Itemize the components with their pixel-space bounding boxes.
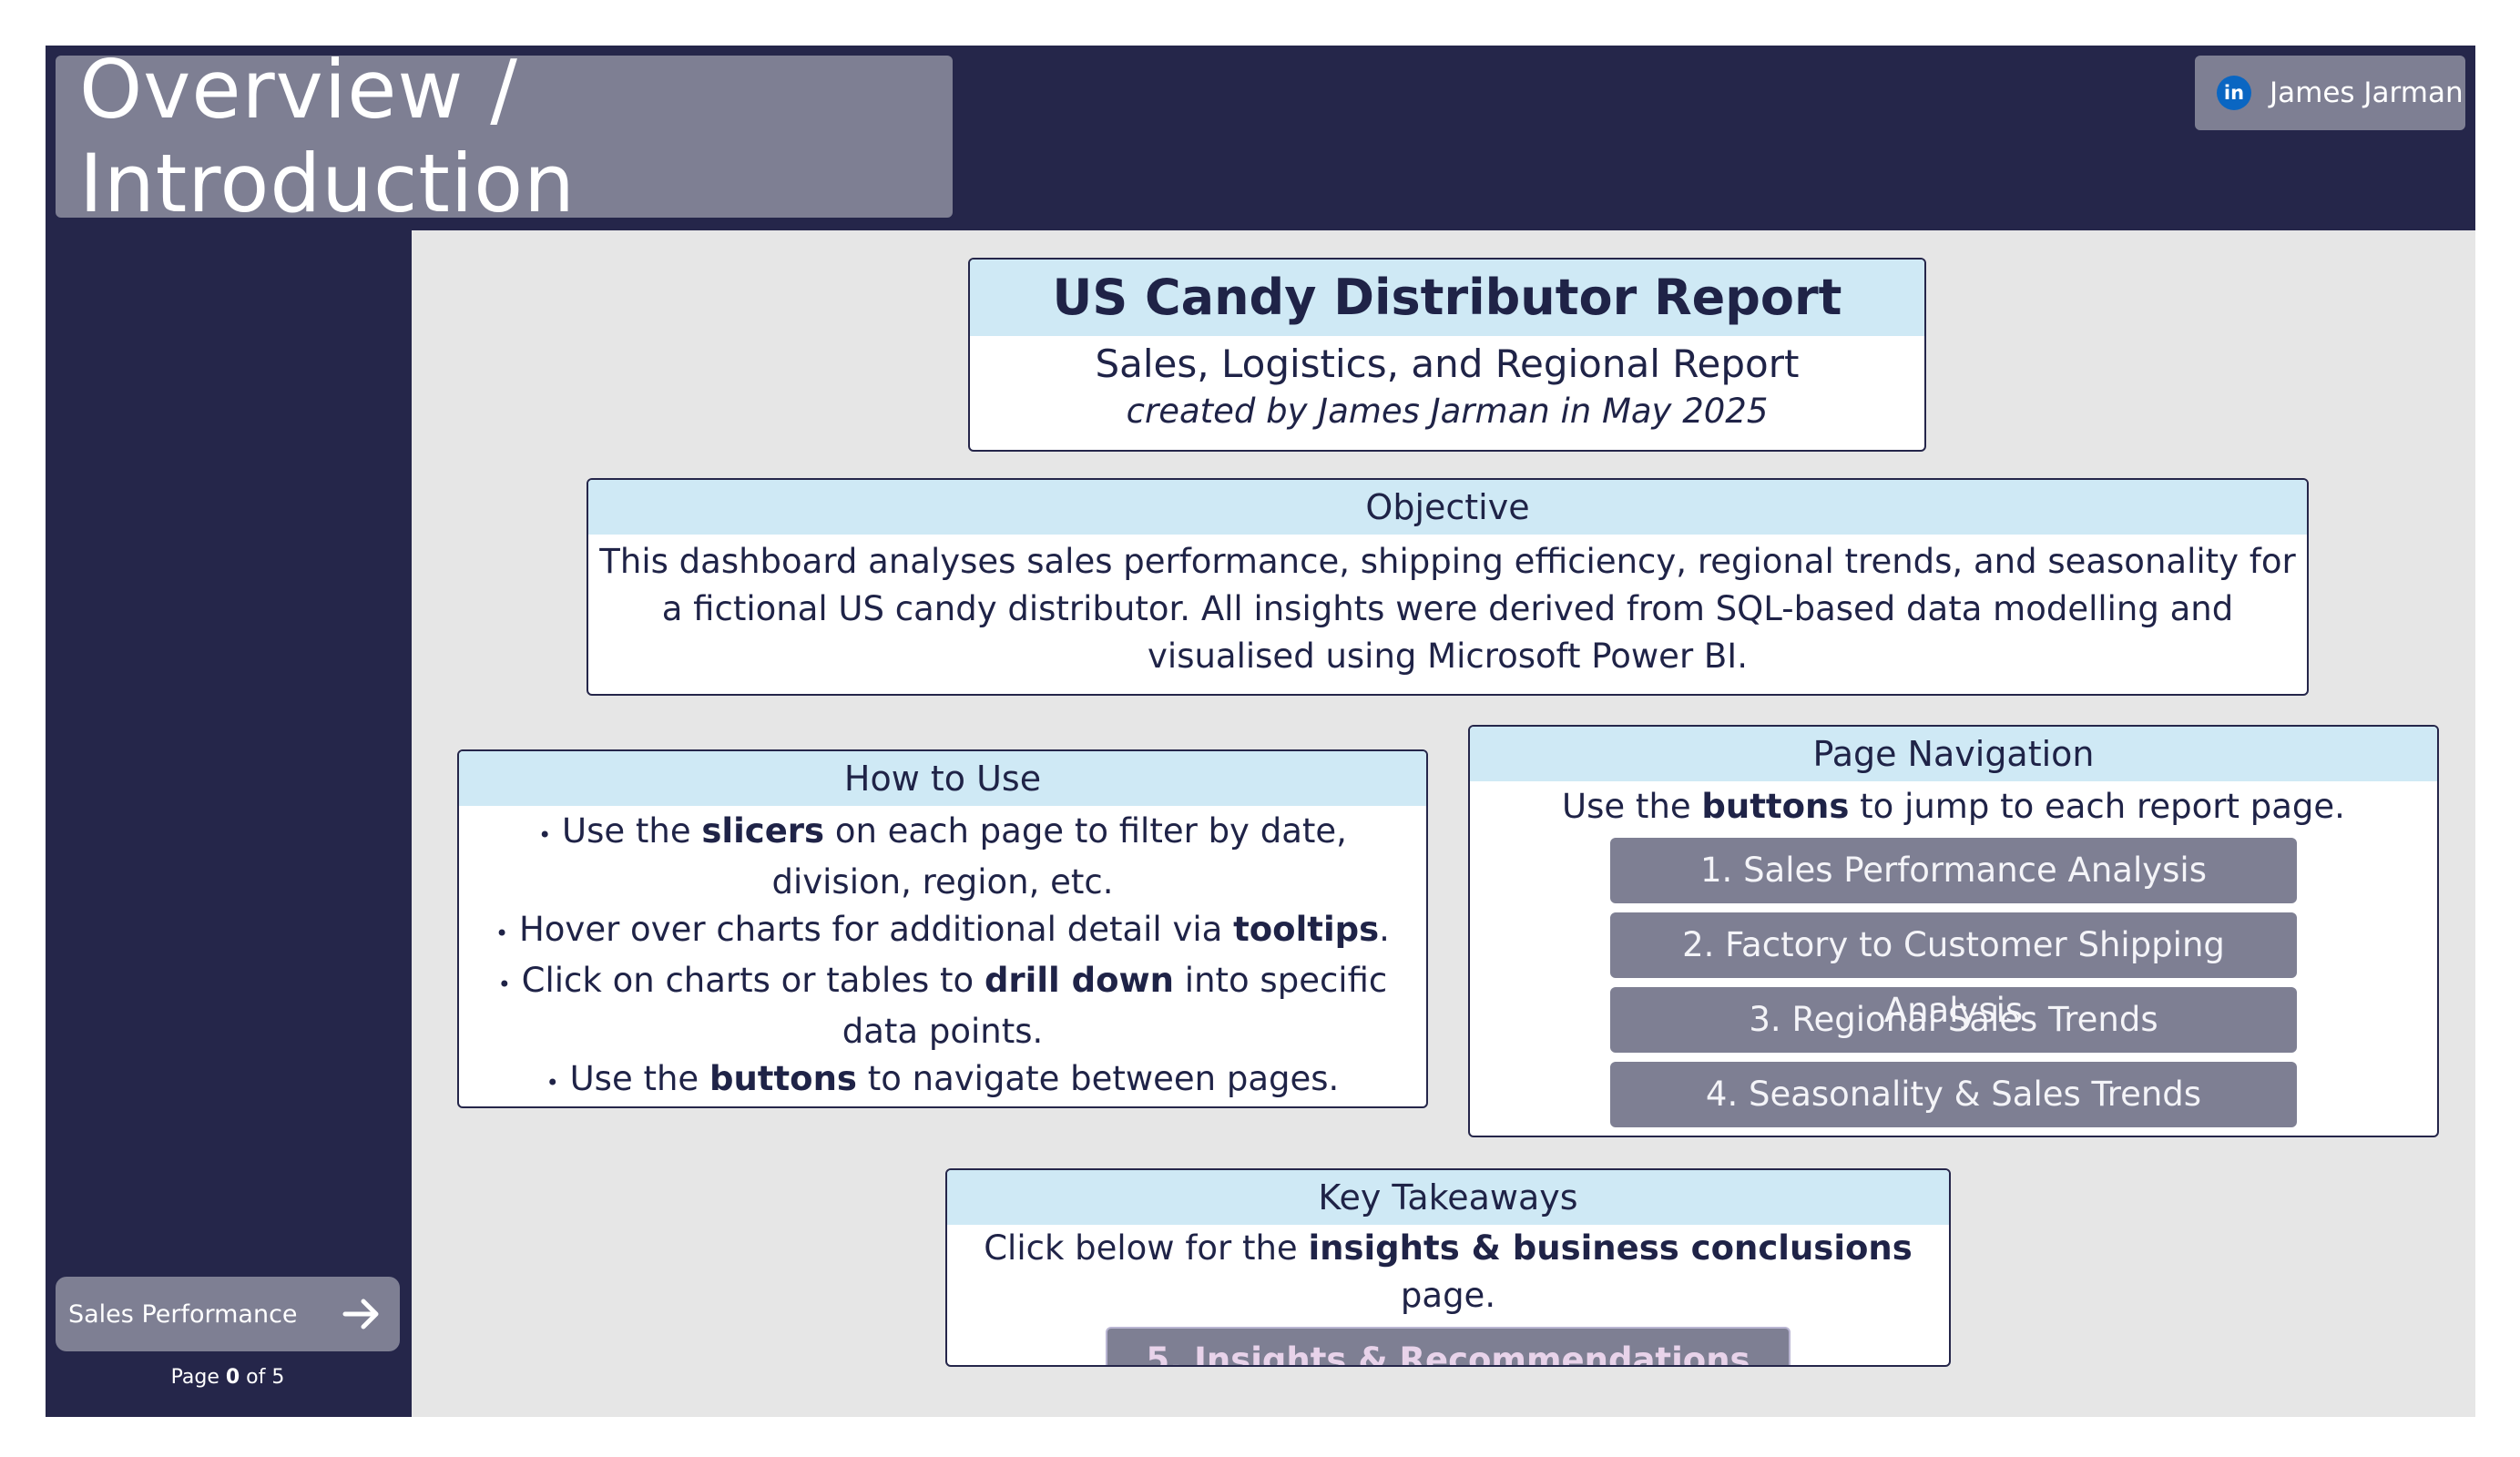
- how-to-use-heading: How to Use: [459, 751, 1426, 806]
- objective-text: This dashboard analyses sales performanc…: [599, 542, 2296, 676]
- nav-button-sales-performance[interactable]: 1. Sales Performance Analysis: [1610, 838, 2297, 903]
- page-navigation-card: Page Navigation Use the buttons to jump …: [1468, 725, 2439, 1137]
- nav-button-seasonality[interactable]: 4. Seasonality & Sales Trends: [1610, 1062, 2297, 1127]
- key-takeaways-heading: Key Takeaways: [947, 1170, 1949, 1225]
- page-title: Overview / Introduction: [79, 43, 576, 230]
- next-page-button[interactable]: Sales Performance: [56, 1277, 400, 1351]
- report-author: created by James Jarman in May 2025: [1126, 392, 1769, 431]
- page-navigation-heading: Page Navigation: [1470, 727, 2437, 781]
- next-page-label: Sales Performance: [68, 1299, 298, 1329]
- how-to-use-card: How to Use • Use the slicers on each pag…: [457, 749, 1428, 1108]
- profile-name: James Jarman: [2270, 76, 2464, 109]
- key-takeaways-card: Key Takeaways Click below for the insigh…: [945, 1168, 1951, 1367]
- report-title-card: US Candy Distributor Report Sales, Logis…: [968, 258, 1926, 452]
- how-to-use-item: • Click on charts or tables to drill dow…: [497, 961, 1388, 1051]
- objective-heading: Objective: [588, 480, 2307, 535]
- insights-button[interactable]: 5. Insights & Recommendations: [1106, 1327, 1791, 1365]
- page-indicator: Page 0 of 5: [170, 1366, 285, 1389]
- linkedin-profile-button[interactable]: in James Jarman: [2195, 56, 2465, 130]
- how-to-use-item: • Hover over charts for additional detai…: [495, 910, 1390, 949]
- how-to-use-item: • Use the buttons to navigate between pa…: [546, 1059, 1340, 1098]
- report-title: US Candy Distributor Report: [970, 260, 1924, 336]
- key-takeaways-intro: Click below for the insights & business …: [984, 1228, 1913, 1315]
- linkedin-icon: in: [2217, 76, 2251, 110]
- nav-button-regional-trends[interactable]: 3. Regional Sales Trends: [1610, 987, 2297, 1053]
- nav-button-shipping-analysis[interactable]: 2. Factory to Customer Shipping Analysis: [1610, 912, 2297, 1030]
- report-subtitle: Sales, Logistics, and Regional Report: [1095, 341, 1800, 386]
- how-to-use-item: • Use the slicers on each page to filter…: [538, 811, 1347, 902]
- page-navigation-intro: Use the buttons to jump to each report p…: [1562, 787, 2345, 826]
- page-title-box: Overview / Introduction: [56, 43, 953, 230]
- objective-card: Objective This dashboard analyses sales …: [587, 478, 2309, 696]
- arrow-right-icon: [342, 1299, 379, 1330]
